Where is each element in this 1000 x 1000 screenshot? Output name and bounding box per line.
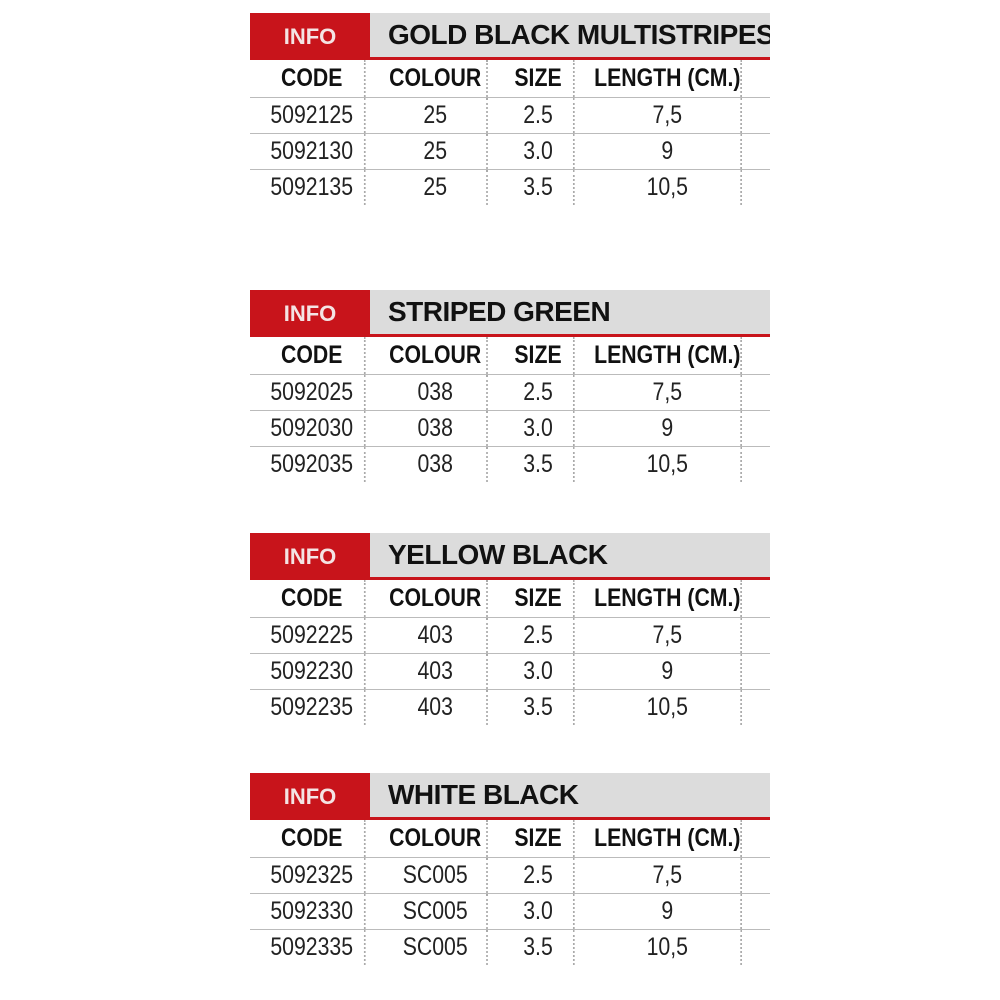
- table-cell: 5092025: [259, 375, 366, 410]
- table-cell: 2.5: [503, 618, 575, 653]
- info-label: INFO: [250, 773, 370, 820]
- table-row: 5092235 403 3.5 10,5: [250, 690, 770, 725]
- table-cell: 3.5: [503, 930, 575, 965]
- table-cell: 3.5: [503, 170, 575, 205]
- table-header: INFO WHITE BLACK: [250, 773, 770, 820]
- column-headers: CODE COLOUR SIZE LENGTH (CM.): [250, 580, 770, 618]
- table-row: 5092035 038 3.5 10,5: [250, 447, 770, 482]
- table-cell: 7,5: [594, 375, 743, 410]
- column-headers: CODE COLOUR SIZE LENGTH (CM.): [250, 60, 770, 98]
- table-cell: SC005: [384, 930, 489, 965]
- table-cell: 2.5: [503, 858, 575, 893]
- table-cell: 9: [594, 134, 743, 169]
- table-cell: SC005: [384, 858, 489, 893]
- table-cell: 25: [384, 98, 489, 133]
- table-cell: 403: [384, 618, 489, 653]
- table-cell: 3.5: [503, 447, 575, 482]
- table-cell: 5092230: [259, 654, 366, 689]
- table-cell: 5092225: [259, 618, 366, 653]
- table-cell: 5092335: [259, 930, 366, 965]
- table-header: INFO YELLOW BLACK: [250, 533, 770, 580]
- info-label: INFO: [250, 533, 370, 580]
- table-cell: 038: [384, 447, 489, 482]
- table-cell: 7,5: [594, 98, 743, 133]
- table-cell: 5092135: [259, 170, 366, 205]
- column-headers: CODE COLOUR SIZE LENGTH (CM.): [250, 337, 770, 375]
- column-header: LENGTH (CM.): [594, 337, 743, 374]
- table-cell: 403: [384, 654, 489, 689]
- table-cell: 10,5: [594, 690, 743, 725]
- column-header: CODE: [259, 60, 366, 97]
- table-row: 5092330 SC005 3.0 9: [250, 894, 770, 930]
- column-header: SIZE: [503, 60, 575, 97]
- table-cell: 5092235: [259, 690, 366, 725]
- table-cell: 25: [384, 134, 489, 169]
- column-header: COLOUR: [384, 820, 489, 857]
- table-cell: 2.5: [503, 375, 575, 410]
- table-cell: 038: [384, 411, 489, 446]
- table-cell: 5092030: [259, 411, 366, 446]
- column-header: CODE: [259, 580, 366, 617]
- column-header: SIZE: [503, 580, 575, 617]
- variant-table: INFO YELLOW BLACK CODE COLOUR SIZE LENGTH (…: [250, 533, 770, 725]
- table-cell: 5092130: [259, 134, 366, 169]
- column-header: SIZE: [503, 337, 575, 374]
- table-cell: 3.0: [503, 134, 575, 169]
- column-header: SIZE: [503, 820, 575, 857]
- variant-title: YELLOW BLACK: [370, 533, 770, 580]
- table-row: 5092125 25 2.5 7,5: [250, 98, 770, 134]
- table-row: 5092025 038 2.5 7,5: [250, 375, 770, 411]
- table-row: 5092030 038 3.0 9: [250, 411, 770, 447]
- table-cell: 3.0: [503, 411, 575, 446]
- column-header: LENGTH (CM.): [594, 580, 743, 617]
- column-header: COLOUR: [384, 337, 489, 374]
- table-header: INFO GOLD BLACK MULTISTRIPES: [250, 13, 770, 60]
- variant-table: INFO WHITE BLACK CODE COLOUR SIZE LENGTH (C…: [250, 773, 770, 965]
- column-header: CODE: [259, 820, 366, 857]
- table-row: 5092130 25 3.0 9: [250, 134, 770, 170]
- table-cell: 10,5: [594, 447, 743, 482]
- table-cell: 7,5: [594, 618, 743, 653]
- table-cell: 9: [594, 654, 743, 689]
- info-label: INFO: [250, 13, 370, 60]
- table-cell: 5092035: [259, 447, 366, 482]
- table-cell: 5092325: [259, 858, 366, 893]
- column-header: COLOUR: [384, 580, 489, 617]
- table-cell: 9: [594, 411, 743, 446]
- variant-title: GOLD BLACK MULTISTRIPES: [370, 13, 770, 60]
- table-header: INFO STRIPED GREEN: [250, 290, 770, 337]
- variant-table: INFO GOLD BLACK MULTISTRIPES CODE COLOUR S…: [250, 13, 770, 205]
- table-row: 5092225 403 2.5 7,5: [250, 618, 770, 654]
- table-cell: 10,5: [594, 170, 743, 205]
- table-cell: 5092125: [259, 98, 366, 133]
- table-cell: 9: [594, 894, 743, 929]
- table-cell: 2.5: [503, 98, 575, 133]
- table-cell: 3.0: [503, 654, 575, 689]
- variant-title: STRIPED GREEN: [370, 290, 770, 337]
- table-cell: 403: [384, 690, 489, 725]
- table-row: 5092335 SC005 3.5 10,5: [250, 930, 770, 965]
- table-cell: 3.5: [503, 690, 575, 725]
- table-cell: 25: [384, 170, 489, 205]
- table-cell: SC005: [384, 894, 489, 929]
- table-cell: 038: [384, 375, 489, 410]
- table-row: 5092135 25 3.5 10,5: [250, 170, 770, 205]
- column-headers: CODE COLOUR SIZE LENGTH (CM.): [250, 820, 770, 858]
- table-row: 5092230 403 3.0 9: [250, 654, 770, 690]
- variant-title: WHITE BLACK: [370, 773, 770, 820]
- info-label: INFO: [250, 290, 370, 337]
- table-cell: 5092330: [259, 894, 366, 929]
- table-cell: 10,5: [594, 930, 743, 965]
- table-cell: 7,5: [594, 858, 743, 893]
- table-cell: 3.0: [503, 894, 575, 929]
- table-row: 5092325 SC005 2.5 7,5: [250, 858, 770, 894]
- variant-table: INFO STRIPED GREEN CODE COLOUR SIZE LENGTH …: [250, 290, 770, 482]
- column-header: COLOUR: [384, 60, 489, 97]
- column-header: LENGTH (CM.): [594, 820, 743, 857]
- column-header: LENGTH (CM.): [594, 60, 743, 97]
- column-header: CODE: [259, 337, 366, 374]
